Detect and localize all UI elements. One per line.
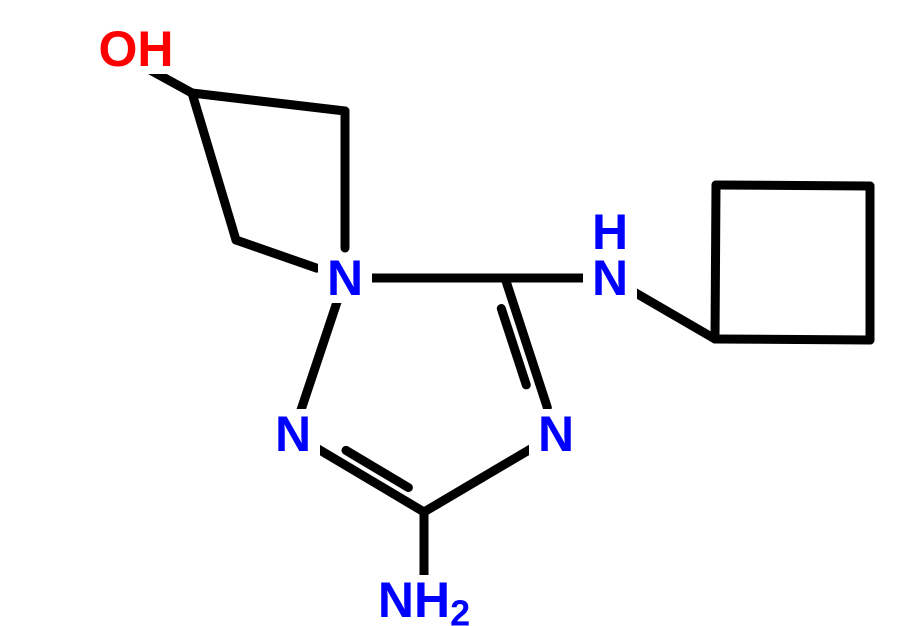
atom-label-N1: N: [327, 250, 363, 306]
atom-label-OH: OH: [98, 21, 173, 77]
atom-label-N3: N: [538, 406, 574, 462]
molecule-diagram: OHNNNNH2NH: [0, 0, 914, 626]
atom-label-N2: N: [275, 406, 311, 462]
atom-label-N4H: H: [592, 204, 628, 260]
